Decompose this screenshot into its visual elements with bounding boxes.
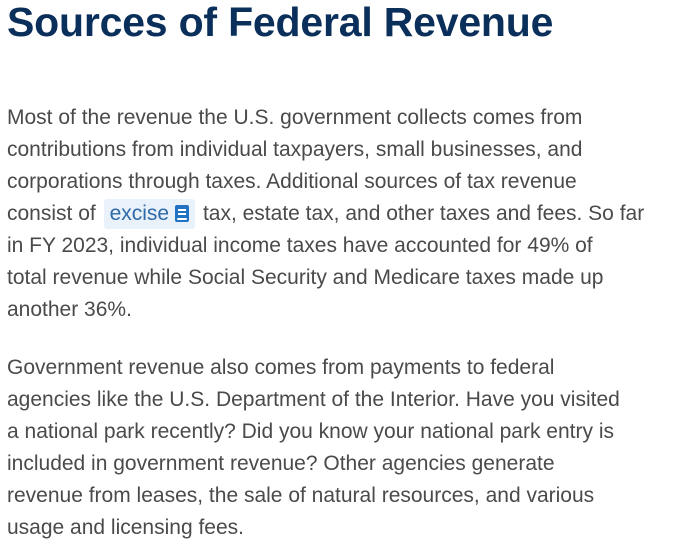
paragraph-agency-revenue: Government revenue also comes from payme… bbox=[7, 352, 700, 544]
paragraph-text: consist of bbox=[7, 202, 96, 225]
paragraph-line: Government revenue also comes from payme… bbox=[7, 356, 555, 379]
paragraph-text: tax, estate tax, and other taxes and fee… bbox=[202, 202, 645, 225]
paragraph-line: total revenue while Social Security and … bbox=[7, 266, 604, 289]
paragraph-line: revenue from leases, the sale of natural… bbox=[7, 484, 595, 507]
paragraph-line: corporations through taxes. Additional s… bbox=[7, 170, 577, 193]
paragraph-line: a national park recently? Did you know y… bbox=[7, 420, 614, 443]
paragraph-line: Most of the revenue the U.S. government … bbox=[7, 106, 583, 129]
paragraph-line: in FY 2023, individual income taxes have… bbox=[7, 234, 593, 257]
glossary-term-excise[interactable]: excise bbox=[103, 199, 196, 229]
book-icon bbox=[175, 205, 190, 222]
paragraph-line-with-glossary: consist of excise tax, estate tax, and o… bbox=[7, 198, 700, 230]
glossary-term-label: excise bbox=[109, 202, 170, 225]
paragraph-line: included in government revenue? Other ag… bbox=[7, 452, 555, 475]
paragraph-line: usage and licensing fees. bbox=[7, 516, 244, 539]
paragraph-revenue-sources: Most of the revenue the U.S. government … bbox=[7, 102, 700, 326]
paragraph-line: agencies like the U.S. Department of the… bbox=[7, 388, 620, 411]
paragraph-line: another 36%. bbox=[7, 298, 132, 321]
paragraph-line: contributions from individual taxpayers,… bbox=[7, 138, 583, 161]
page-title: Sources of Federal Revenue bbox=[7, 0, 554, 45]
